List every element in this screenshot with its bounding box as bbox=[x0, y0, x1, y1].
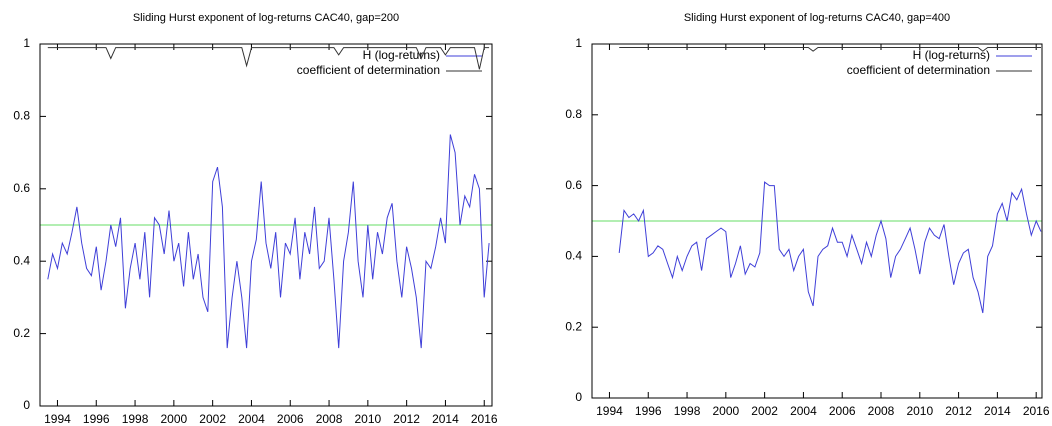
y-tick-label: 0 bbox=[23, 398, 30, 412]
x-tick-label: 2012 bbox=[393, 412, 420, 426]
y-tick-label: 0.4 bbox=[13, 253, 30, 267]
x-tick-label: 2006 bbox=[277, 412, 304, 426]
y-tick-label: 1 bbox=[575, 36, 582, 50]
x-tick-label: 1998 bbox=[122, 412, 149, 426]
series-line bbox=[47, 134, 490, 349]
y-tick-label: 0 bbox=[575, 390, 582, 404]
series-line bbox=[619, 47, 1041, 52]
x-tick-label: 2014 bbox=[432, 412, 459, 426]
x-tick-label: 1998 bbox=[674, 404, 701, 418]
y-tick-label: 0.2 bbox=[13, 326, 30, 340]
legend-label: coefficient of determination bbox=[297, 63, 440, 77]
y-tick-label: 1 bbox=[23, 36, 30, 50]
x-tick-label: 2000 bbox=[712, 404, 739, 418]
x-tick-label: 1994 bbox=[596, 404, 623, 418]
y-tick-label: 0.6 bbox=[13, 181, 30, 195]
x-tick-label: 2014 bbox=[984, 404, 1011, 418]
plot-frame bbox=[591, 43, 1043, 399]
y-tick-label: 0.8 bbox=[13, 109, 30, 123]
x-tick-label: 2016 bbox=[1023, 404, 1050, 418]
x-tick-label: 2004 bbox=[790, 404, 817, 418]
x-tick-label: 2004 bbox=[238, 412, 265, 426]
x-tick-label: 2000 bbox=[161, 412, 188, 426]
y-tick-label: 0.6 bbox=[565, 178, 582, 192]
y-tick-label: 0.8 bbox=[565, 107, 582, 121]
plot-frame bbox=[39, 43, 493, 407]
x-tick-label: 2008 bbox=[316, 412, 343, 426]
series-line bbox=[618, 181, 1042, 314]
chart-title: Sliding Hurst exponent of log-returns CA… bbox=[133, 12, 399, 24]
x-tick-label: 2002 bbox=[751, 404, 778, 418]
x-tick-label: 2008 bbox=[868, 404, 895, 418]
legend-label: coefficient of determination bbox=[847, 63, 990, 77]
x-tick-label: 1996 bbox=[83, 412, 110, 426]
chart-title: Sliding Hurst exponent of log-returns CA… bbox=[684, 12, 950, 24]
x-tick-label: 2010 bbox=[354, 412, 381, 426]
x-tick-label: 2016 bbox=[471, 412, 498, 426]
series-line bbox=[47, 47, 490, 70]
legend-label: H (log-returns) bbox=[363, 48, 440, 62]
x-tick-label: 1994 bbox=[44, 412, 71, 426]
legend-label: H (log-returns) bbox=[913, 48, 990, 62]
x-tick-label: 2010 bbox=[906, 404, 933, 418]
x-tick-label: 1996 bbox=[635, 404, 662, 418]
x-tick-label: 2012 bbox=[945, 404, 972, 418]
x-tick-label: 2002 bbox=[199, 412, 226, 426]
y-tick-label: 0.4 bbox=[565, 249, 582, 263]
x-tick-label: 2006 bbox=[829, 404, 856, 418]
y-tick-label: 0.2 bbox=[565, 319, 582, 333]
